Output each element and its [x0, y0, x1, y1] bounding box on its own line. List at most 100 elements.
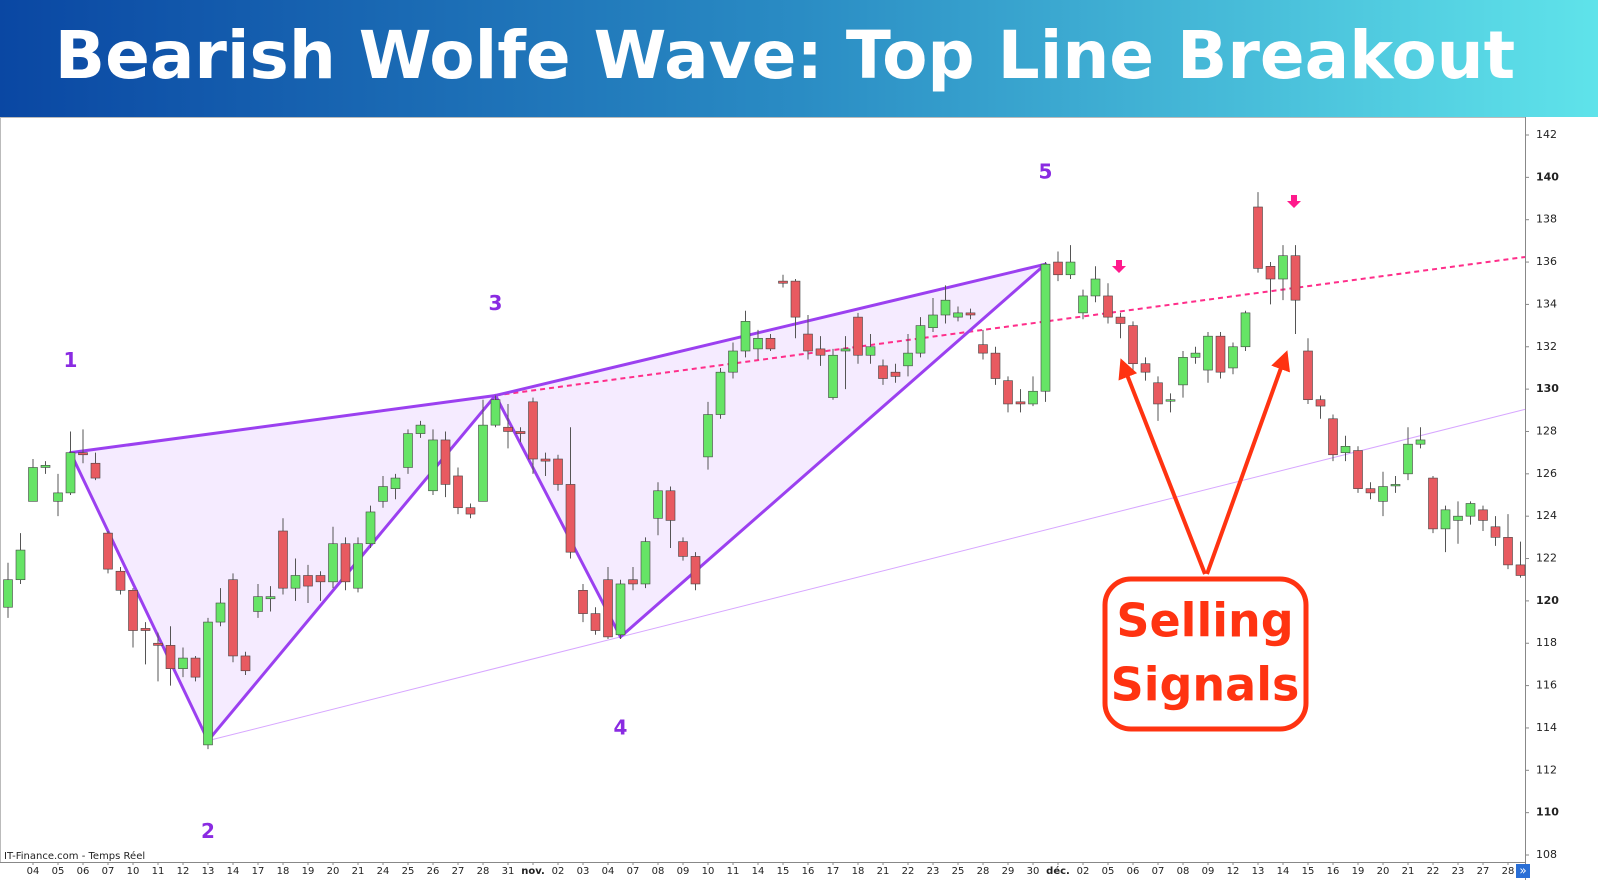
- x-tick-label: 13: [202, 866, 215, 877]
- x-tick-label: 05: [1102, 866, 1115, 877]
- x-tick-label: 02: [1077, 866, 1090, 877]
- callout-box: [1102, 576, 1309, 732]
- candle-body: [1290, 255, 1301, 301]
- callout-arrow: [1118, 358, 1207, 575]
- sell-marker: [1112, 260, 1126, 273]
- x-tick-label: 09: [1202, 866, 1215, 877]
- x-tick-label: 23: [927, 866, 940, 877]
- candle-body: [828, 354, 838, 398]
- x-tick-label: 18: [277, 866, 290, 877]
- y-tick-label: 112: [1536, 763, 1557, 776]
- candle-body: [15, 549, 26, 581]
- x-tick-label: 16: [802, 866, 815, 877]
- candle-body: [28, 467, 38, 502]
- x-tick-label: 08: [1177, 866, 1190, 877]
- x-tick-label: 21: [877, 866, 890, 877]
- wave-line: [69, 451, 210, 743]
- x-tick-label: 21: [1402, 866, 1415, 877]
- candle-body: [1090, 278, 1101, 297]
- x-tick-label: 13: [1252, 866, 1265, 877]
- candle-body: [1128, 325, 1138, 365]
- candle-body: [1378, 486, 1388, 502]
- candle-body: [1178, 357, 1188, 386]
- candle-body: [1365, 488, 1376, 494]
- title-banner: [0, 0, 1598, 117]
- candle-body: [153, 642, 163, 646]
- candle-body: [1153, 382, 1163, 405]
- candle-body: [653, 490, 663, 519]
- candle-body: [1340, 445, 1351, 453]
- x-tick-label: 15: [777, 866, 790, 877]
- candle-body: [490, 399, 501, 426]
- candle-body: [890, 371, 901, 377]
- candle-body: [865, 346, 876, 356]
- x-tick-label: 19: [302, 866, 315, 877]
- x-tick-label: 07: [627, 866, 640, 877]
- nav-button-label[interactable]: »: [1519, 864, 1526, 878]
- candle-body: [728, 350, 738, 373]
- x-tick-label: 03: [577, 866, 590, 877]
- x-tick-label: 29: [1002, 866, 1015, 877]
- candle-body: [1440, 509, 1451, 530]
- candle-body: [128, 590, 138, 631]
- candle-body: [1265, 265, 1276, 280]
- candle-body: [1003, 380, 1013, 405]
- x-tick-label: 10: [702, 866, 715, 877]
- candle-body: [628, 579, 638, 585]
- candle-body: [1053, 261, 1063, 276]
- candle-body: [740, 321, 751, 352]
- candle-body: [1065, 261, 1076, 276]
- callout-text: Signals: [1111, 658, 1300, 712]
- x-tick-label: 25: [402, 866, 415, 877]
- x-tick-label: 14: [227, 866, 240, 877]
- x-tick-label: 19: [1352, 866, 1365, 877]
- candle-body: [965, 312, 976, 316]
- candle-body: [253, 596, 263, 612]
- y-tick-label: 140: [1536, 170, 1559, 183]
- y-tick-label: 142: [1536, 128, 1557, 141]
- x-tick-label: 08: [652, 866, 665, 877]
- x-tick-label: 14: [1277, 866, 1290, 877]
- candle-body: [878, 365, 888, 379]
- x-tick-label: 07: [1152, 866, 1165, 877]
- candle-body: [103, 532, 113, 570]
- candle-body: [1040, 263, 1051, 392]
- candle-body: [40, 465, 51, 468]
- x-tick-label: 11: [152, 866, 165, 877]
- nav-button[interactable]: [1516, 864, 1530, 878]
- candle-body: [53, 492, 63, 502]
- candle-body: [803, 333, 813, 352]
- candle-body: [765, 337, 776, 350]
- candle-body: [915, 325, 926, 354]
- candle-body: [1215, 335, 1226, 373]
- candle-body: [1390, 484, 1401, 487]
- candle-body: [503, 426, 513, 432]
- candle-body: [1490, 526, 1501, 538]
- x-tick-label: 18: [852, 866, 865, 877]
- candle-body: [853, 316, 863, 356]
- x-tick-label: 17: [827, 866, 840, 877]
- x-tick-label: 02: [552, 866, 565, 877]
- candle-body: [440, 439, 451, 485]
- candle-body: [703, 414, 713, 458]
- candle-body: [78, 452, 88, 456]
- x-tick-label: nov.: [521, 866, 545, 877]
- candle-body: [115, 570, 126, 591]
- candle-body: [228, 579, 238, 657]
- candle-body: [640, 541, 651, 585]
- x-tick-label: 27: [1477, 866, 1490, 877]
- y-tick-label: 132: [1536, 340, 1557, 353]
- candle-body: [715, 371, 726, 415]
- sell-marker: [1287, 195, 1301, 208]
- x-tick-label: 22: [1427, 866, 1440, 877]
- candle-body: [1278, 255, 1288, 280]
- x-tick-label: 28: [1502, 866, 1515, 877]
- candle-body: [90, 462, 101, 479]
- plot-area: [0, 117, 1526, 863]
- breakout-line: [495, 255, 1526, 397]
- candle-body: [1515, 564, 1526, 576]
- candle-body: [1465, 503, 1476, 517]
- candle-body: [315, 575, 326, 583]
- x-tick-label: 20: [327, 866, 340, 877]
- candle-body: [340, 543, 351, 583]
